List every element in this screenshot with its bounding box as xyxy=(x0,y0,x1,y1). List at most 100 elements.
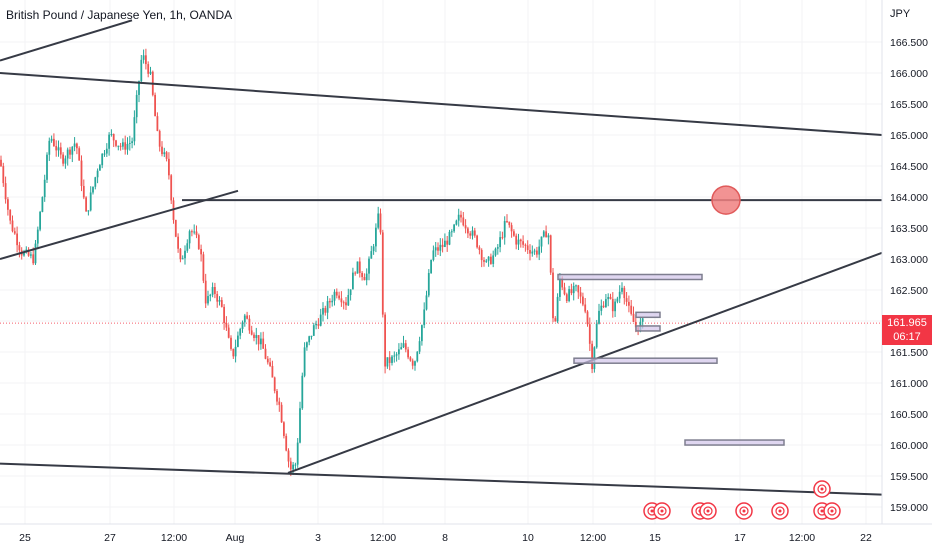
candle-body xyxy=(59,147,62,155)
candle-body xyxy=(85,197,87,212)
candle-body xyxy=(158,130,161,147)
candle xyxy=(411,358,414,370)
candle xyxy=(331,294,334,307)
candle xyxy=(69,146,71,160)
candle-body xyxy=(490,256,492,264)
candle xyxy=(340,291,343,307)
candle xyxy=(517,233,520,251)
candle-body xyxy=(400,347,403,350)
candle xyxy=(595,319,598,349)
candle xyxy=(87,210,90,216)
candle-body xyxy=(559,278,561,297)
candle-body xyxy=(209,294,212,297)
candle-body xyxy=(628,301,630,306)
economic-event-icon[interactable] xyxy=(813,480,831,498)
candle-body xyxy=(575,285,577,287)
candle-body xyxy=(165,152,168,159)
candle xyxy=(494,247,497,257)
candle-body xyxy=(375,227,377,247)
candle-body xyxy=(308,336,311,343)
candle xyxy=(395,352,398,362)
candle xyxy=(315,320,317,330)
candle xyxy=(499,231,501,253)
candle-body xyxy=(425,295,428,310)
candle-body xyxy=(264,348,267,359)
target-circle xyxy=(711,185,741,215)
candle xyxy=(432,245,435,262)
candle-body xyxy=(294,464,297,466)
economic-event-icon[interactable] xyxy=(823,502,841,520)
candle xyxy=(110,129,113,137)
candle-body xyxy=(600,305,603,311)
candle xyxy=(582,292,584,307)
candle-body xyxy=(563,287,566,295)
y-tick-label: 160.500 xyxy=(890,409,928,421)
candle xyxy=(253,332,255,342)
candle xyxy=(427,269,430,298)
y-tick-label: 160.000 xyxy=(890,440,928,452)
economic-event-icon[interactable] xyxy=(771,502,789,520)
x-tick-label: 12:00 xyxy=(580,532,606,544)
economic-event-icon[interactable] xyxy=(653,502,671,520)
candle xyxy=(381,229,384,318)
candle xyxy=(418,336,421,355)
candle-body xyxy=(301,375,304,409)
candle xyxy=(7,197,9,216)
candle-body xyxy=(13,231,16,234)
y-tick-label: 166.500 xyxy=(890,37,928,49)
candle-body xyxy=(248,318,251,331)
candle-body xyxy=(519,239,522,242)
candle xyxy=(301,372,304,410)
candle xyxy=(379,208,382,235)
candle xyxy=(50,135,53,143)
candle-body xyxy=(363,277,366,281)
candle-body xyxy=(243,315,246,323)
candle xyxy=(319,308,322,327)
candle xyxy=(207,290,209,306)
candle-body xyxy=(441,244,444,248)
candle xyxy=(368,256,370,281)
candle-body xyxy=(584,304,587,312)
candle-body xyxy=(30,254,32,256)
candle-body xyxy=(439,244,442,251)
trendline xyxy=(0,19,133,62)
x-tick-label: 12:00 xyxy=(370,532,396,544)
event-core xyxy=(703,506,713,516)
economic-event-icon[interactable] xyxy=(699,502,717,520)
candle xyxy=(363,273,366,281)
y-tick-label: 162.500 xyxy=(890,285,928,297)
candle xyxy=(43,174,46,202)
candle xyxy=(48,137,51,161)
candle-body xyxy=(579,292,582,297)
candle xyxy=(446,235,449,252)
candle-body xyxy=(55,145,58,151)
candle-body xyxy=(317,323,320,326)
candle-body xyxy=(480,249,483,261)
candle xyxy=(23,249,25,257)
time-axis[interactable]: 25 27 12:00 Aug 3 12:00 8 10 12:00 15 17 12:00 22 xyxy=(0,523,932,544)
candle xyxy=(338,291,340,301)
candle xyxy=(457,208,460,227)
bar-countdown: 06:17 xyxy=(893,331,921,343)
candle xyxy=(547,233,550,245)
candle xyxy=(349,289,352,301)
candle-body xyxy=(78,148,81,161)
candle-body xyxy=(147,64,150,74)
candle xyxy=(158,129,161,152)
candle-body xyxy=(395,354,398,356)
candle xyxy=(122,138,124,150)
price-axis[interactable]: 166.500 166.000 165.500 165.000 164.500 164.0… xyxy=(881,0,928,524)
candle xyxy=(197,233,200,250)
economic-event-icon[interactable] xyxy=(735,502,753,520)
candle xyxy=(209,293,212,302)
candle xyxy=(170,174,173,204)
candle xyxy=(356,261,359,274)
candle-body xyxy=(186,243,189,251)
candle-body xyxy=(570,289,573,294)
candle xyxy=(92,186,94,195)
candle xyxy=(269,357,271,368)
candle-body xyxy=(89,192,92,211)
candle-body xyxy=(416,351,419,362)
candle xyxy=(128,135,131,151)
